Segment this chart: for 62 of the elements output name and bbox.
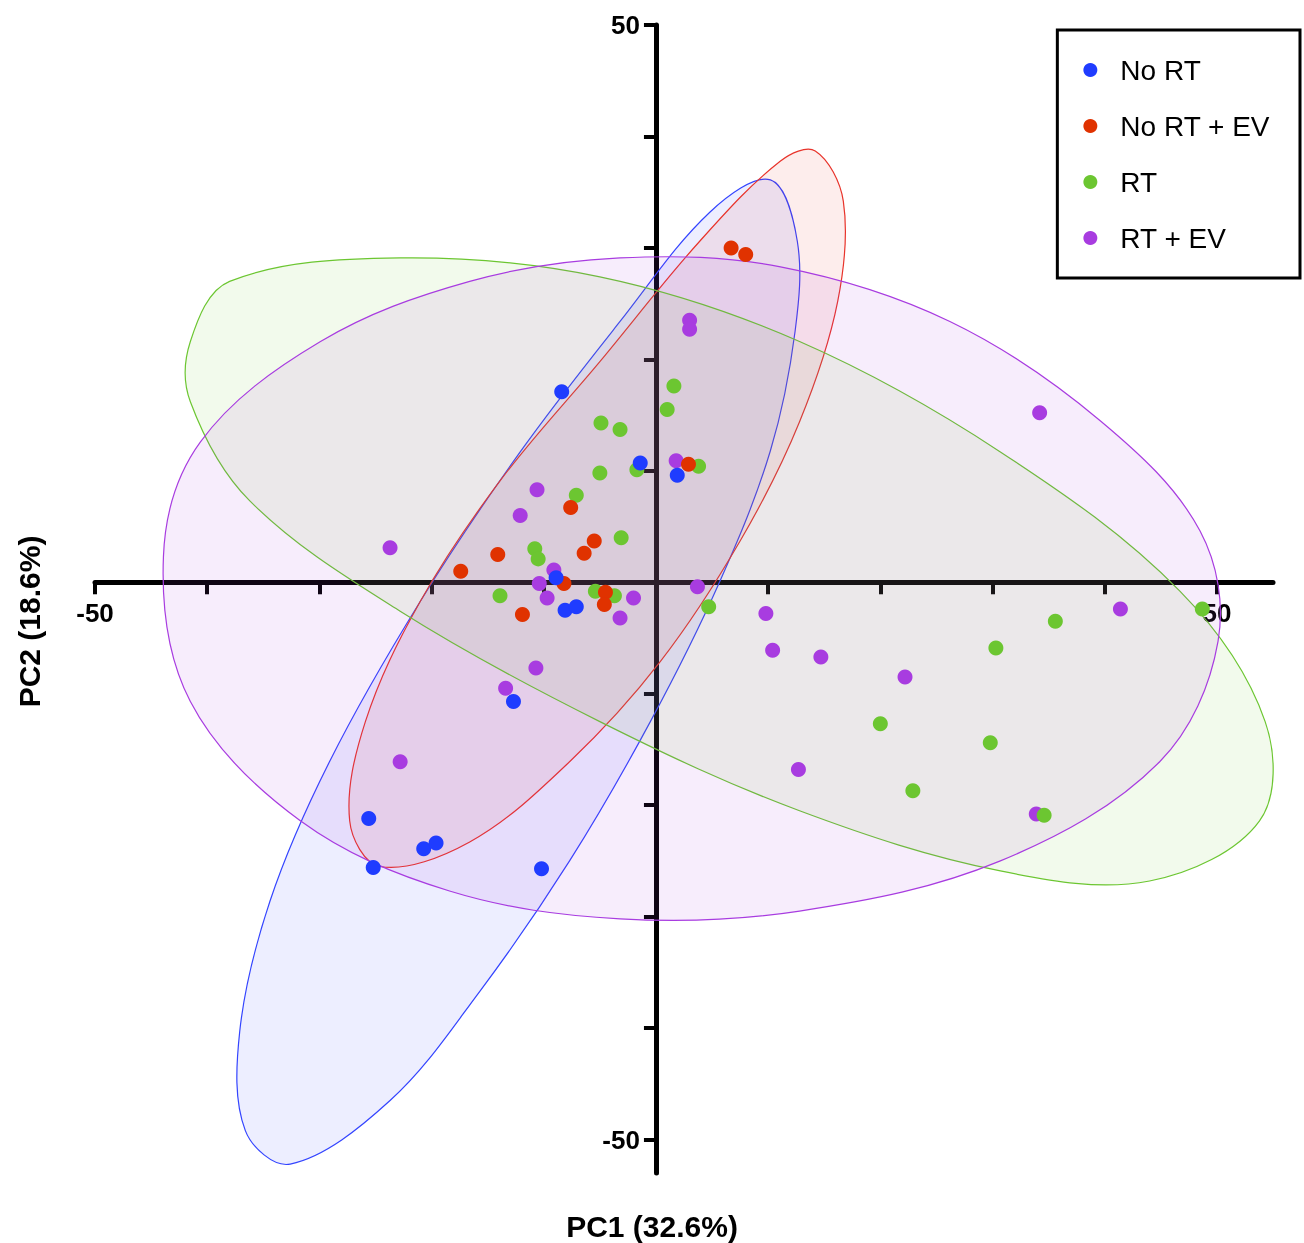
point: [659, 402, 675, 418]
point: [505, 694, 521, 710]
point: [548, 570, 564, 586]
point: [563, 500, 579, 516]
point: [988, 640, 1004, 656]
point: [1036, 807, 1052, 823]
point: [586, 533, 602, 549]
point: [632, 455, 648, 471]
point: [612, 422, 628, 438]
point: [531, 575, 547, 591]
point: [554, 384, 570, 400]
point: [528, 660, 544, 676]
legend-label: No RT + EV: [1120, 110, 1270, 142]
point: [612, 610, 628, 626]
point: [982, 735, 998, 751]
point: [490, 546, 506, 562]
point: [498, 680, 514, 696]
point: [758, 605, 774, 621]
point: [681, 456, 696, 472]
point: [790, 762, 806, 778]
point: [592, 465, 608, 481]
point: [512, 507, 528, 523]
point: [738, 247, 754, 263]
point: [416, 841, 432, 857]
point: [365, 860, 381, 876]
legend-label: RT + EV: [1120, 222, 1227, 254]
point: [765, 642, 781, 658]
legend-label: No RT: [1120, 54, 1201, 86]
point: [1047, 613, 1063, 629]
legend-label: RT: [1120, 166, 1158, 198]
point: [539, 590, 555, 606]
point: [492, 588, 508, 604]
point: [905, 783, 921, 799]
point: [872, 716, 888, 732]
point: [723, 240, 739, 256]
point: [701, 599, 717, 615]
point: [596, 597, 612, 613]
point: [593, 415, 609, 431]
x-axis-title: PC1 (32.6%): [566, 1209, 738, 1243]
point: [1032, 405, 1048, 421]
point: [689, 579, 705, 595]
point: [568, 487, 584, 503]
point: [428, 835, 444, 851]
point: [361, 811, 377, 827]
point: [1112, 601, 1128, 617]
point: [392, 754, 408, 770]
point: [626, 590, 642, 606]
point: [534, 861, 550, 877]
point: [897, 669, 913, 685]
point: [576, 545, 592, 561]
point: [669, 467, 685, 483]
point: [568, 599, 584, 615]
point: [668, 453, 684, 469]
y-axis-title: PC2 (18.6%): [12, 535, 46, 708]
point: [530, 551, 546, 567]
point: [514, 607, 530, 623]
point: [613, 530, 629, 546]
point: [529, 482, 545, 498]
point: [813, 649, 829, 665]
point: [453, 563, 469, 579]
point: [666, 378, 682, 394]
point: [382, 540, 398, 556]
